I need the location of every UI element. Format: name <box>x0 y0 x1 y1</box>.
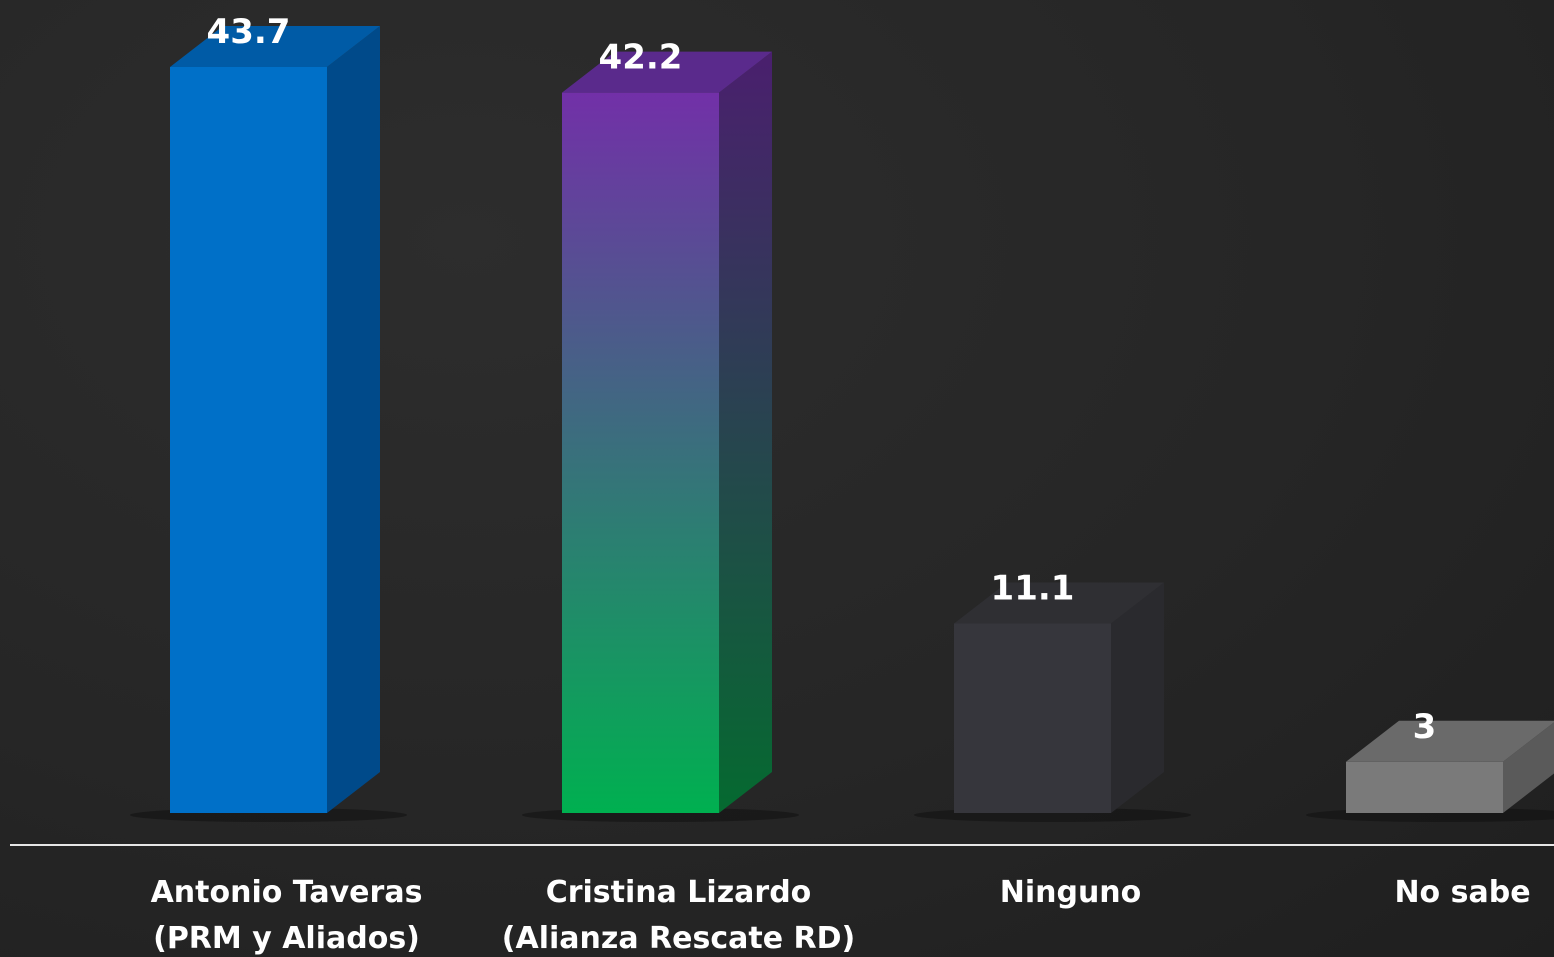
value-label: 42.2 <box>599 38 683 78</box>
bar-front <box>1346 761 1503 813</box>
bar-side <box>1503 722 1554 813</box>
value-label: 43.7 <box>207 12 291 52</box>
category-label: Cristina Lizardo <box>546 875 812 910</box>
bar-top <box>562 51 772 93</box>
bar-top <box>170 26 380 67</box>
bar-top <box>954 582 1164 624</box>
category-label: Antonio Taveras <box>151 875 423 910</box>
category-label: No sabe <box>1394 875 1530 910</box>
bar-front <box>954 623 1111 813</box>
bar-side <box>1111 582 1164 813</box>
value-labels-group: 43.7 42.2 11.1 3 <box>207 12 1437 747</box>
category-labels-group: Antonio Taveras (PRM y Aliados) Cristina L… <box>151 875 1531 956</box>
bar-side <box>327 26 380 813</box>
value-label: 3 <box>1413 707 1437 747</box>
value-label: 11.1 <box>991 569 1075 609</box>
category-label: Ninguno <box>1000 875 1142 910</box>
bar-front <box>170 67 327 813</box>
bar-top <box>1346 720 1554 762</box>
bars-group <box>170 26 1554 814</box>
bar-side <box>719 51 772 814</box>
category-label: (Alianza Rescate RD) <box>502 921 855 956</box>
bar-front <box>562 92 719 814</box>
category-label: (PRM y Aliados) <box>153 921 420 956</box>
bar-shadows <box>130 808 1554 822</box>
